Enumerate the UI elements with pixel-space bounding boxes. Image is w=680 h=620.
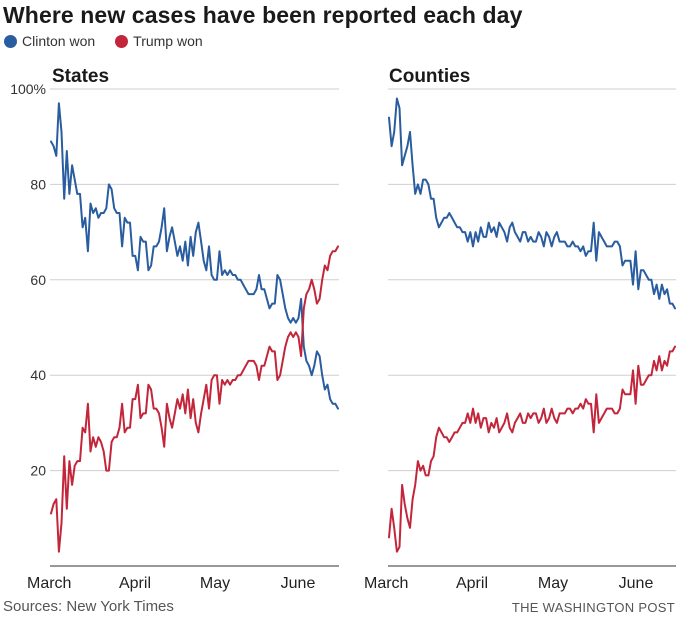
y-tick-label: 40	[30, 367, 46, 383]
x-tick-label: June	[281, 575, 316, 592]
x-tick-label: April	[456, 575, 488, 592]
y-tick-label: 100%	[10, 81, 46, 97]
x-tick-label: May	[538, 575, 568, 592]
legend-swatch-clinton	[4, 34, 17, 48]
x-tick-label: May	[200, 575, 230, 592]
publisher-credit: THE WASHINGTON POST	[511, 600, 675, 615]
x-tick-label: April	[119, 575, 151, 592]
legend-item-trump: Trump won	[115, 33, 203, 49]
legend-label-trump: Trump won	[133, 33, 203, 49]
chart-title: Where new cases have been reported each …	[3, 2, 523, 28]
x-tick-label: March	[27, 575, 71, 592]
legend-swatch-trump	[115, 34, 129, 48]
x-tick-label: June	[619, 575, 654, 592]
series-line-clinton	[388, 97, 676, 310]
series-line-trump	[50, 245, 339, 553]
y-tick-label: 20	[30, 463, 46, 479]
y-tick-label: 60	[30, 272, 46, 288]
series-line-clinton	[50, 102, 339, 410]
source-note: Sources: New York Times	[3, 598, 174, 615]
series-line-trump	[388, 345, 676, 553]
panel-title: Counties	[389, 66, 470, 87]
panel-title: States	[52, 66, 109, 87]
legend-item-clinton: Clinton won	[4, 33, 95, 49]
x-tick-label: March	[364, 575, 408, 592]
y-tick-label: 80	[30, 176, 46, 192]
legend-label-clinton: Clinton won	[22, 33, 96, 49]
states-panel: States 20 40 60 80 100% March April May June	[10, 66, 339, 592]
counties-panel: Counties March April May June	[364, 66, 676, 592]
legend: Clinton won Trump won	[4, 33, 223, 49]
